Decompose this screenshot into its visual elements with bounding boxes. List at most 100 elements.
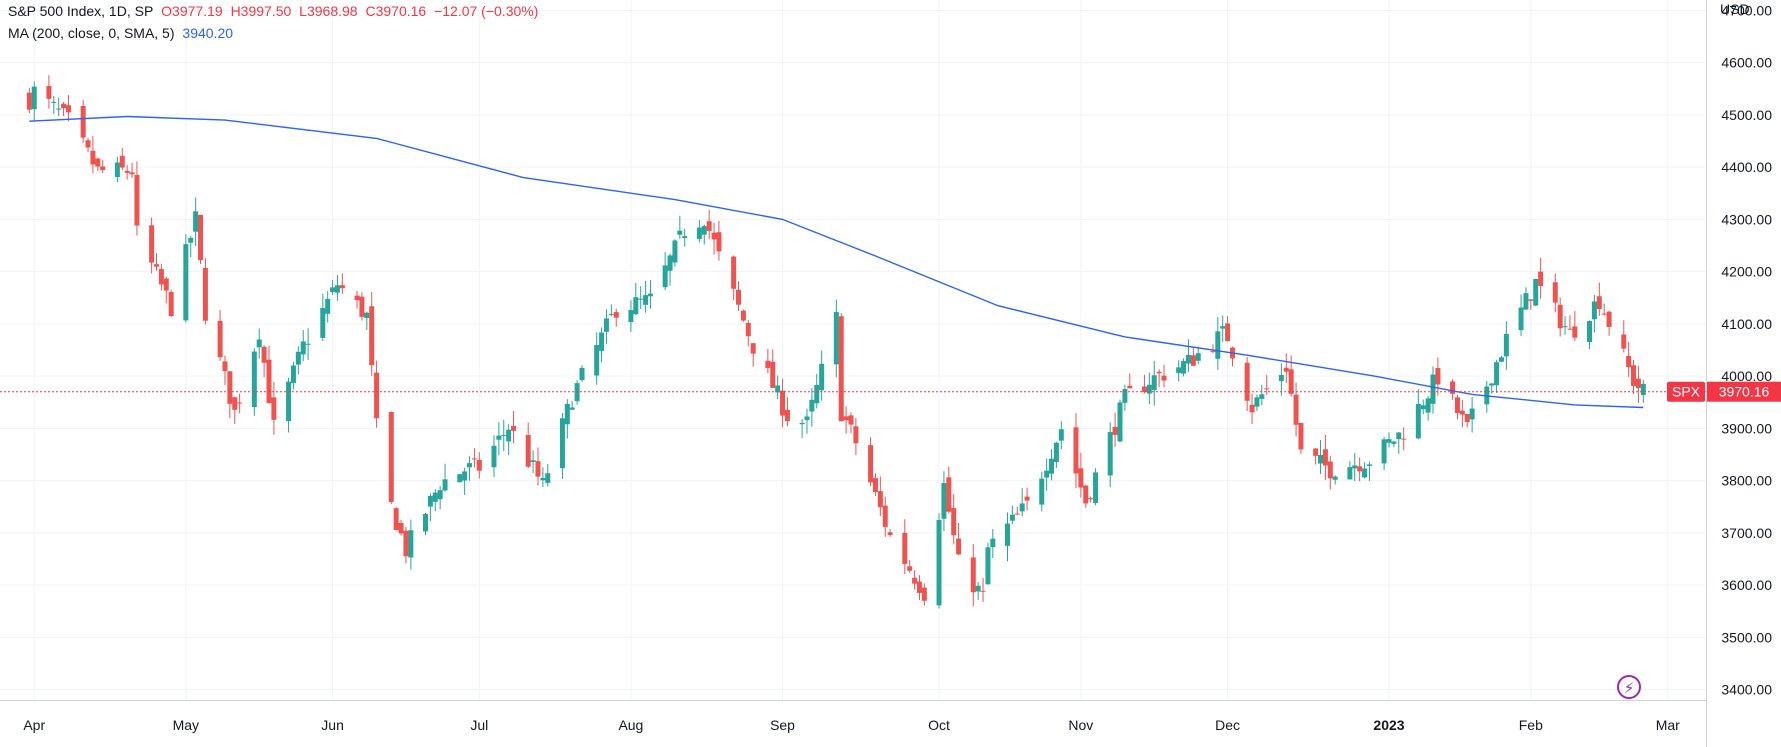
candle-body [545, 473, 551, 483]
candle-body [217, 320, 223, 358]
candle-body [119, 155, 125, 168]
candle-body [1254, 397, 1260, 407]
candle-body [1557, 304, 1563, 329]
candle-body [1014, 513, 1020, 515]
candle-body [1005, 523, 1011, 546]
candle-body [330, 287, 336, 292]
candle-body [1596, 296, 1602, 310]
symbol-title[interactable]: S&P 500 Index, 1D, SP [8, 3, 154, 19]
symbol-legend[interactable]: S&P 500 Index, 1D, SP O3977.19 H3997.50 … [8, 3, 542, 19]
candle-body [946, 477, 952, 512]
candle-body [1220, 326, 1226, 329]
candle-body [1635, 378, 1641, 389]
candle-body [1601, 313, 1607, 315]
candle-body [266, 359, 272, 403]
candle-body [85, 140, 91, 148]
candle-body [877, 491, 883, 508]
candle-body [1259, 394, 1265, 399]
candle-body [677, 230, 683, 235]
price-tick-label: 4100.00 [1721, 316, 1772, 332]
ma-label[interactable]: MA (200, close, 0, SMA, 5) [8, 25, 175, 41]
candle-body [305, 343, 311, 345]
candle-body [1396, 432, 1402, 440]
candle-body [1039, 478, 1045, 505]
price-axis[interactable]: 3400.00 3500.00 3600.00 3700.00 3800.00 3900.… [1721, 2, 1772, 697]
candle-body [496, 435, 502, 440]
candle-body [1215, 331, 1221, 359]
candle-body [198, 214, 204, 261]
candle-body [970, 557, 976, 593]
candle-body [471, 458, 477, 460]
candle-body [838, 316, 844, 422]
candle-body [569, 407, 575, 410]
price-tick-label: 3700.00 [1721, 525, 1772, 541]
grid-lines [0, 0, 1706, 700]
candle-body [599, 332, 605, 351]
candle-body [603, 318, 609, 332]
candle-body [936, 519, 942, 606]
candle-body [1591, 301, 1597, 320]
candle-body [775, 385, 781, 393]
price-tick-label: 4500.00 [1721, 107, 1772, 123]
candle-body [1009, 514, 1015, 521]
candle-body [990, 538, 996, 548]
candle-body [1298, 422, 1304, 450]
candle-body [188, 237, 194, 243]
candle-body [1366, 464, 1372, 466]
candle-body [149, 225, 155, 263]
candle-body [975, 585, 981, 592]
candle-body [227, 371, 233, 404]
time-tick-label: May [173, 717, 199, 733]
candle-body [1122, 389, 1128, 403]
candle-body [1127, 385, 1133, 389]
candle-body [1244, 362, 1250, 401]
price-tag-value: 3970.16 [1719, 384, 1770, 400]
candle-body [476, 460, 482, 471]
candle-body [921, 587, 927, 601]
candle-body [1078, 468, 1084, 488]
candle-body [501, 434, 507, 436]
candle-body [809, 399, 815, 412]
last-price-tag: SPX 3970.16 [1667, 381, 1781, 402]
candle-body [491, 445, 497, 468]
candle-body [114, 162, 120, 177]
price-tick-label: 3500.00 [1721, 629, 1772, 645]
candle-body [765, 360, 771, 369]
candle-body [638, 298, 644, 300]
time-tick-label: Nov [1068, 717, 1093, 733]
candle-body [941, 483, 947, 519]
candle-body [320, 308, 326, 338]
candle-body [1454, 397, 1460, 413]
indicator-legend[interactable]: MA (200, close, 0, SMA, 5) 3940.20 [8, 25, 237, 41]
candle-body [423, 514, 428, 532]
price-tick-label: 4700.00 [1721, 2, 1772, 18]
candle-body [134, 174, 140, 226]
price-tick-label: 4300.00 [1721, 211, 1772, 227]
candle-body [334, 285, 340, 293]
candle-body [90, 150, 96, 165]
candle-body [1044, 470, 1050, 478]
candle-body [740, 310, 746, 321]
candle-body [1146, 384, 1152, 394]
candle-body [1195, 353, 1201, 361]
candle-body [736, 289, 742, 305]
candle-body [124, 170, 130, 173]
candle-body [1225, 323, 1231, 342]
price-axis-border [1706, 0, 1707, 747]
candle-body [511, 426, 517, 431]
candle-body [51, 101, 57, 103]
time-axis[interactable]: Apr May Jun Jul Aug Sep Oct Nov Dec 2023 Feb Mar [23, 717, 1680, 733]
price-tick-label: 4600.00 [1721, 55, 1772, 71]
candle-body [237, 402, 243, 404]
candle-body [1327, 461, 1333, 479]
candle-body [100, 166, 106, 171]
candle-body [682, 236, 688, 239]
candle-body [1503, 333, 1509, 357]
time-tick-label: Aug [618, 717, 643, 733]
candle-body [848, 415, 854, 425]
candle-body [1401, 438, 1407, 440]
candle-body [951, 508, 957, 536]
candle-body [1391, 441, 1397, 444]
lightning-icon[interactable]: ⚡ [1617, 675, 1641, 699]
